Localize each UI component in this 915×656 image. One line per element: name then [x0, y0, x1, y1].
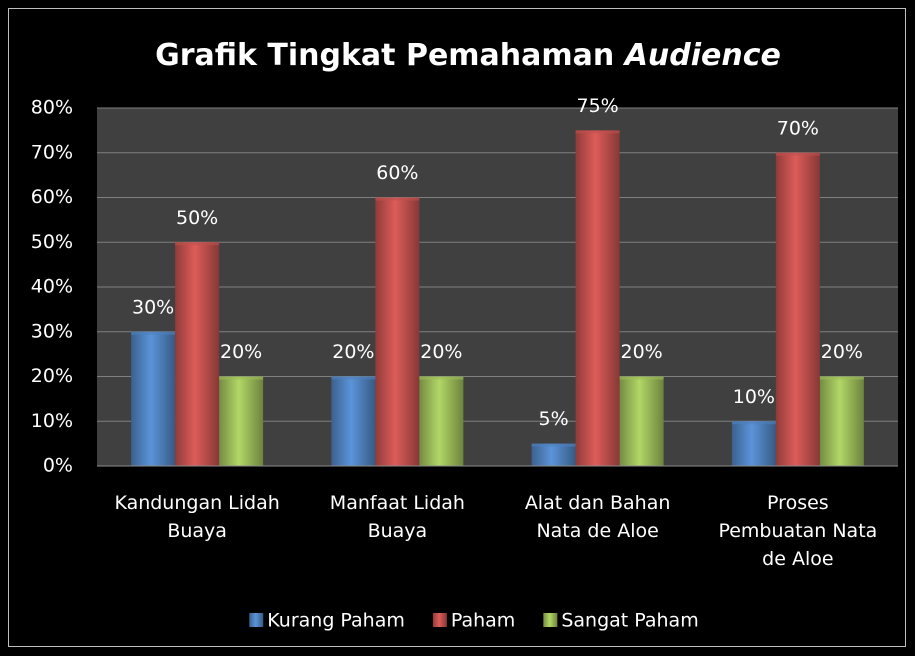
x-tick-label: Proses Pembuatan Nata de Aloe — [718, 492, 877, 570]
legend-swatch — [432, 613, 447, 627]
bar-top — [419, 376, 464, 380]
bar-top — [775, 152, 820, 156]
chart-border — [8, 8, 906, 647]
bar-top — [175, 242, 220, 246]
bar-top — [575, 130, 620, 134]
legend-label: Paham — [451, 610, 515, 632]
bar — [175, 242, 220, 466]
x-tick-label-line: Manfaat Lidah — [330, 492, 465, 514]
x-tick-label-line: Alat dan Bahan — [525, 492, 671, 514]
y-tick-label: 60% — [31, 186, 73, 208]
data-label: 60% — [376, 162, 418, 184]
bar — [731, 421, 776, 466]
y-tick-label: 50% — [31, 231, 73, 253]
data-label: 20% — [420, 341, 462, 363]
data-label: 20% — [621, 341, 663, 363]
bar-top — [331, 376, 376, 380]
bar-top — [619, 376, 664, 380]
x-tick-label-line: de Aloe — [762, 548, 833, 570]
bar-top — [375, 197, 420, 201]
bar — [575, 130, 620, 466]
data-label: 5% — [539, 408, 569, 430]
bar — [131, 331, 176, 466]
x-tick-label-line: Pembuatan Nata — [718, 520, 877, 542]
legend-label: Kurang Paham — [267, 610, 405, 632]
y-tick-label: 70% — [31, 141, 73, 163]
bar-top — [731, 421, 776, 425]
y-tick-label: 40% — [31, 276, 73, 298]
x-tick-label-line: Proses — [767, 492, 829, 514]
bar-top — [819, 376, 864, 380]
data-label: 10% — [733, 386, 775, 408]
y-tick-label: 10% — [31, 410, 73, 432]
data-label: 20% — [821, 341, 863, 363]
bar — [531, 443, 576, 466]
bar — [375, 197, 420, 466]
bar — [219, 376, 264, 466]
y-tick-label: 20% — [31, 365, 73, 387]
data-label: 50% — [176, 207, 218, 229]
data-label: 20% — [332, 341, 374, 363]
bar — [419, 376, 464, 466]
bar-top — [131, 331, 176, 335]
bar-top — [531, 443, 576, 447]
bar — [775, 152, 820, 466]
bar-top — [219, 376, 264, 380]
x-tick-label: Manfaat Lidah Buaya — [330, 492, 465, 542]
data-label: 30% — [132, 296, 174, 318]
legend-swatch — [249, 613, 264, 627]
y-tick-label: 0% — [43, 455, 73, 477]
bar — [819, 376, 864, 466]
legend-label: Sangat Paham — [561, 610, 698, 632]
data-label: 20% — [220, 341, 262, 363]
bar — [331, 376, 376, 466]
bar — [619, 376, 664, 466]
data-label: 75% — [577, 95, 619, 117]
y-tick-label: 80% — [31, 97, 73, 119]
x-tick-label-line: Kandungan Lidah — [114, 492, 279, 514]
x-tick-label-line: Buaya — [368, 520, 428, 542]
legend-swatch — [543, 613, 558, 627]
x-tick-label: Kandungan Lidah Buaya — [114, 492, 279, 542]
x-tick-label-line: Buaya — [167, 520, 227, 542]
y-tick-label: 30% — [31, 320, 73, 342]
x-tick-label-line: Nata de Aloe — [536, 520, 658, 542]
x-tick-label: Alat dan Bahan Nata de Aloe — [525, 492, 671, 542]
legend: Kurang Paham Paham Sangat Paham — [249, 610, 699, 632]
chart-title: Grafik Tingkat Pemahaman Audience — [155, 38, 781, 73]
data-label: 70% — [777, 117, 819, 139]
